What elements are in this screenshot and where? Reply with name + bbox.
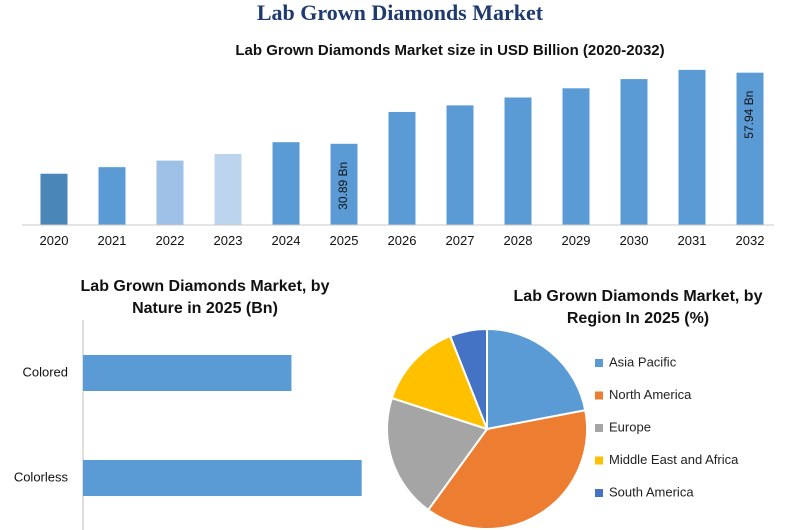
- legend-swatch: [595, 391, 603, 400]
- bar-2032: [736, 72, 764, 225]
- pie-slice-europe: [386, 396, 489, 512]
- nature-bar-chart: Colored Colorless: [14, 320, 362, 530]
- x-tick-label: 2028: [504, 233, 533, 248]
- bar-data-label: 57.94 Bn: [742, 91, 756, 139]
- bar-2021: [98, 167, 126, 225]
- x-tick-label: 2032: [736, 233, 765, 248]
- legend-label: Europe: [609, 419, 651, 434]
- x-tick-label: 2022: [156, 233, 185, 248]
- x-tick-label: 2029: [562, 233, 591, 248]
- x-tick-label: 2021: [98, 233, 127, 248]
- legend-label: Middle East and Africa: [609, 452, 739, 467]
- x-tick-label: 2020: [40, 233, 69, 248]
- bar-2031: [678, 69, 706, 225]
- pie-slice-south-america: [448, 327, 488, 430]
- x-tick-label: 2027: [446, 233, 475, 248]
- bar-2025: [330, 143, 358, 225]
- legend-swatch: [595, 424, 603, 432]
- y-tick-label: Colorless: [14, 469, 69, 484]
- bar-2029: [562, 88, 590, 226]
- x-tick-label: 2023: [214, 233, 243, 248]
- bar-colorless: [83, 460, 362, 496]
- x-tick-label: 2031: [678, 233, 707, 248]
- pie-slice-asia-pacific: [486, 327, 587, 431]
- legend-label: South America: [609, 484, 694, 499]
- region-chart-title: Lab Grown Diamonds Market, by Region In …: [513, 288, 763, 327]
- bar-2030: [620, 79, 648, 225]
- yearly-bar-chart: 2020 2021 2022 2023 2024 2025 2026 2027 2028 2029…: [22, 69, 774, 248]
- x-tick-label: 2026: [388, 233, 417, 248]
- pie-slice-middle-east-and-africa: [390, 334, 489, 431]
- bar-2024: [272, 142, 300, 225]
- legend-swatch: [595, 489, 603, 497]
- bar-2026: [388, 111, 416, 225]
- x-tick-label: 2024: [272, 233, 301, 248]
- x-tick-label: 2025: [330, 233, 359, 248]
- bar-2028: [504, 97, 532, 225]
- legend-label: North America: [609, 387, 692, 402]
- bar-2020: [40, 173, 68, 225]
- legend-label: Asia Pacific: [609, 354, 677, 369]
- bar-2027: [446, 105, 474, 225]
- x-tick-label: 2030: [620, 233, 649, 248]
- nature-chart-title: Lab Grown Diamonds Market, by Nature in …: [80, 278, 330, 317]
- legend-swatch: [595, 456, 603, 465]
- page-title: Lab Grown Diamonds Market: [256, 0, 544, 25]
- pie-slice-north-america: [426, 409, 588, 530]
- legend-swatch: [595, 359, 603, 367]
- region-pie-chart: Asia Pacific North America Europe Middle Ea…: [386, 327, 739, 530]
- y-tick-label: Colored: [22, 364, 68, 379]
- bar-chart-title: Lab Grown Diamonds Market size in USD Bi…: [235, 42, 665, 59]
- bar-data-label: 30.89 Bn: [336, 162, 350, 210]
- bar-2023: [214, 154, 242, 225]
- bar-2022: [156, 160, 184, 225]
- bar-colored: [83, 355, 292, 391]
